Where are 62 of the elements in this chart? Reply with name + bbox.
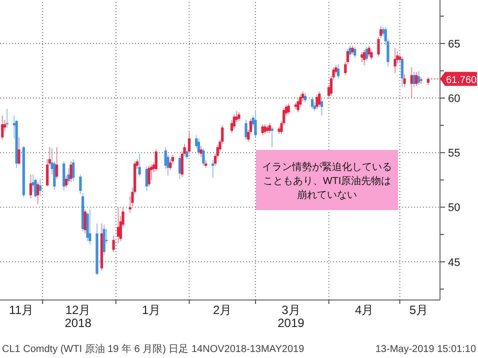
- x-tick-label: 3月 2019: [278, 303, 305, 330]
- candlestick: [363, 50, 366, 66]
- candlestick: [34, 178, 37, 198]
- y-tick-label: 65: [448, 38, 460, 50]
- candlestick: [154, 148, 158, 172]
- candlestick: [178, 155, 182, 180]
- candlestick: [336, 64, 340, 79]
- candlestick: [264, 124, 266, 135]
- candlestick: [232, 114, 236, 130]
- candlestick: [403, 74, 406, 88]
- candlestick: [70, 160, 72, 183]
- candlestick: [415, 71, 418, 87]
- candlestick: [254, 110, 257, 138]
- candlestick: [138, 153, 141, 178]
- y-tick-label: 45: [448, 256, 460, 269]
- candlestick: [370, 50, 373, 60]
- candlestick: [197, 138, 200, 156]
- x-tick-label: 12月 2018: [64, 303, 92, 330]
- candlestick: [400, 56, 404, 88]
- candlestick: [62, 160, 66, 192]
- annotation: イラン情勢が緊迫化していることもあり、WTI原油先物は崩れていない: [262, 161, 392, 201]
- x-tick-label: 1月: [142, 303, 161, 317]
- x-tick-label: 11月: [9, 303, 34, 317]
- candlestick: [1, 115, 4, 140]
- candlestick: [102, 224, 106, 256]
- x-tick-label: 4月: [354, 303, 374, 317]
- text: 13-May-2019 15:01:10: [375, 344, 476, 355]
- candlestick: [394, 47, 396, 74]
- x-tick-label: 2月: [213, 303, 232, 317]
- y-tick-label: 55: [448, 148, 460, 160]
- candlestick: [116, 206, 120, 244]
- candlestick: [72, 158, 75, 182]
- candlestick: [316, 94, 318, 110]
- candlestick: [417, 70, 420, 86]
- candlestick: [29, 174, 32, 199]
- candlestick: [270, 126, 274, 148]
- candlestick: [64, 175, 68, 188]
- candlestick: [320, 98, 324, 116]
- candlestick: [412, 71, 416, 88]
- text: CL1 Comdty (WTI 原油 19 年 6 月限) 日足 14NOV2018-13MAY2019: [2, 343, 305, 355]
- candlestick: [310, 96, 314, 110]
- x-tick-label: 5月: [409, 303, 428, 317]
- candlestick: [244, 119, 248, 140]
- candlestick: [38, 178, 42, 197]
- candlestick: [354, 46, 356, 58]
- candlestick: [169, 158, 172, 171]
- candlestick: [186, 148, 188, 160]
- candlestick: [368, 45, 370, 58]
- candlestick: [18, 136, 20, 166]
- annotation: 61.760: [446, 74, 478, 86]
- candlestick: [188, 131, 191, 154]
- candlestick: [88, 208, 92, 245]
- candlestick: [6, 108, 8, 128]
- candlestick: [287, 103, 290, 115]
- candlestick: [148, 165, 150, 187]
- y-tick-label: 60: [448, 93, 460, 106]
- candlestick: [318, 91, 321, 108]
- candlestick: [36, 182, 40, 204]
- candlestick: [112, 235, 115, 252]
- candlestick: [202, 148, 205, 166]
- candlestick: [55, 146, 58, 180]
- y-tick-label: 50: [448, 202, 460, 214]
